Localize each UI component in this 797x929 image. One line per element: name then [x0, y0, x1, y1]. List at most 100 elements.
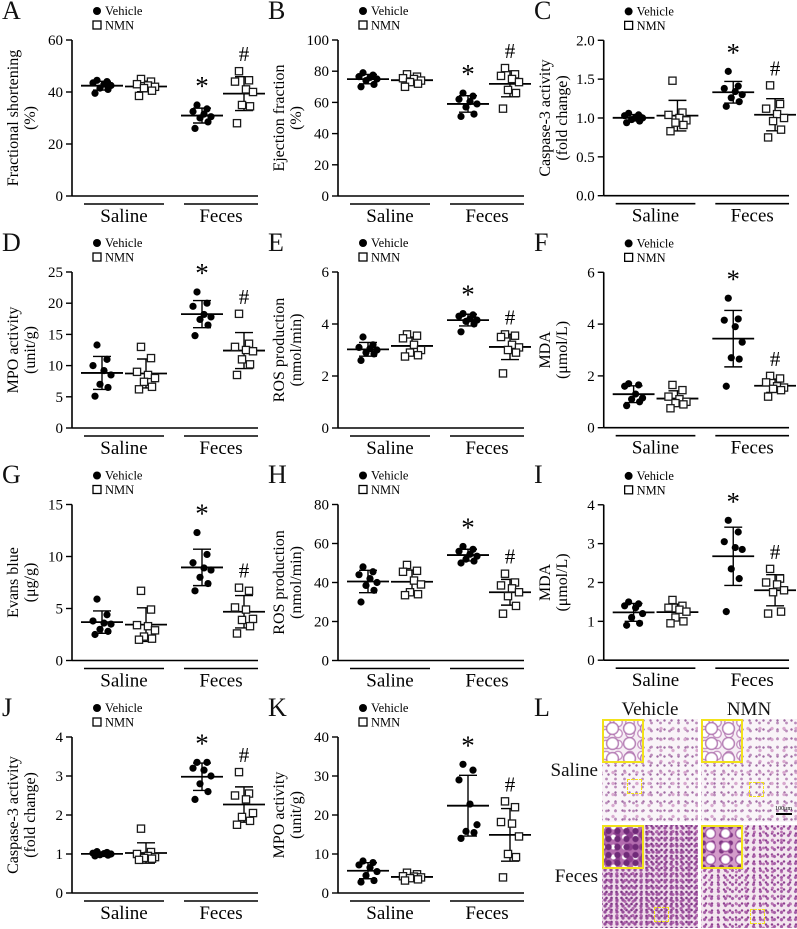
data-point [100, 366, 108, 375]
axes [337, 737, 524, 894]
data-point [355, 861, 363, 869]
category-label-saline: Saline [632, 438, 679, 459]
data-point [621, 602, 629, 610]
data-point [237, 812, 247, 822]
panel-letter: E [268, 228, 284, 257]
data-point [413, 589, 423, 599]
data-point [668, 76, 677, 85]
y-axis-ticks: 0 20 40 60 80 100 [307, 33, 338, 205]
group-saline-vehicle [347, 563, 389, 606]
data-point [503, 849, 513, 859]
svg-text:0: 0 [322, 421, 330, 437]
significance-marker: # [239, 285, 250, 309]
data-point [765, 564, 775, 574]
svg-text:6: 6 [322, 265, 330, 281]
svg-text:30: 30 [314, 769, 329, 785]
data-point [200, 564, 208, 572]
data-point [466, 550, 474, 558]
data-point [469, 766, 477, 774]
data-point [776, 125, 786, 134]
y-axis-ticks: 0 2 4 6 [587, 265, 604, 437]
y-axis-ticks: 0 20 40 60 [48, 33, 72, 205]
data-point [139, 377, 149, 387]
data-point [91, 392, 99, 400]
data-point [96, 380, 104, 388]
data-point [668, 595, 677, 605]
x-axis-categories: Saline Feces [84, 435, 258, 459]
data-point [248, 614, 258, 624]
data-point [245, 816, 255, 826]
data-point [237, 615, 247, 625]
significance-marker: * [461, 512, 475, 542]
data-point [628, 613, 636, 622]
data-point [775, 374, 785, 383]
data-point [664, 110, 673, 120]
data-point [147, 854, 157, 863]
data-point [134, 855, 144, 865]
data-point [100, 619, 108, 627]
data-point [666, 619, 675, 628]
data-point [498, 104, 508, 113]
data-point [103, 355, 111, 363]
svg-text:15: 15 [48, 327, 63, 343]
significance-marker: # [239, 42, 250, 66]
axes [71, 272, 258, 429]
svg-text:4: 4 [322, 317, 330, 333]
panel-letter: F [534, 228, 549, 257]
data-point [362, 871, 370, 880]
data-point [466, 800, 474, 808]
data-point [139, 83, 149, 93]
data-point [203, 758, 211, 766]
panel-letter: B [268, 0, 286, 25]
svg-text:2: 2 [56, 808, 64, 824]
svg-text:40: 40 [48, 85, 63, 101]
data-point [398, 334, 408, 343]
group-feces-vehicle [447, 542, 489, 567]
data-point [724, 67, 732, 75]
legend-nmn-marker [92, 717, 102, 727]
data-point [146, 353, 156, 363]
legend-nmn-label: NMN [371, 251, 400, 265]
group-saline-nmn [125, 342, 167, 394]
data-point [496, 71, 506, 81]
legend-vehicle-label: Vehicle [637, 236, 675, 250]
y-axis-ticks: 0 1 2 3 4 [56, 730, 72, 902]
group-feces-vehicle [712, 516, 755, 616]
data-point [772, 109, 782, 119]
data-point [373, 75, 381, 83]
scatter-plot-a: 0 20 40 60 Fractional shortening(%) VehicleNM… [5, 4, 265, 227]
data-point [775, 99, 785, 109]
axes [337, 40, 524, 197]
scatter-plot-h: 0 20 40 60 80 ROS production(nmol/min) Vehicle… [271, 469, 531, 692]
data-point [768, 384, 778, 394]
data-point [666, 404, 675, 413]
histology-image-saline-vehicle [602, 719, 698, 822]
data-point [200, 766, 208, 774]
significance-marker: * [461, 59, 475, 89]
data-point [193, 101, 201, 109]
data-point [89, 617, 97, 625]
data-point [734, 528, 742, 536]
group-feces-nmn [489, 797, 531, 882]
scale-bar-label: 100μm [775, 806, 792, 812]
data-point [355, 73, 363, 81]
data-point [514, 832, 524, 841]
data-point [104, 85, 112, 93]
data-point [104, 627, 112, 635]
x-axis-categories: Saline Feces [350, 203, 524, 227]
significance-marker: # [505, 545, 516, 569]
data-point [768, 587, 778, 597]
data-point [89, 362, 97, 370]
group-saline-vehicle [347, 857, 389, 886]
svg-text:0: 0 [322, 886, 330, 902]
legend-vehicle-marker [93, 7, 101, 15]
data-point [366, 864, 374, 872]
data-point [107, 620, 115, 628]
legend-nmn-marker [92, 484, 102, 495]
panel-letter: G [2, 460, 21, 489]
data-point [763, 392, 773, 401]
